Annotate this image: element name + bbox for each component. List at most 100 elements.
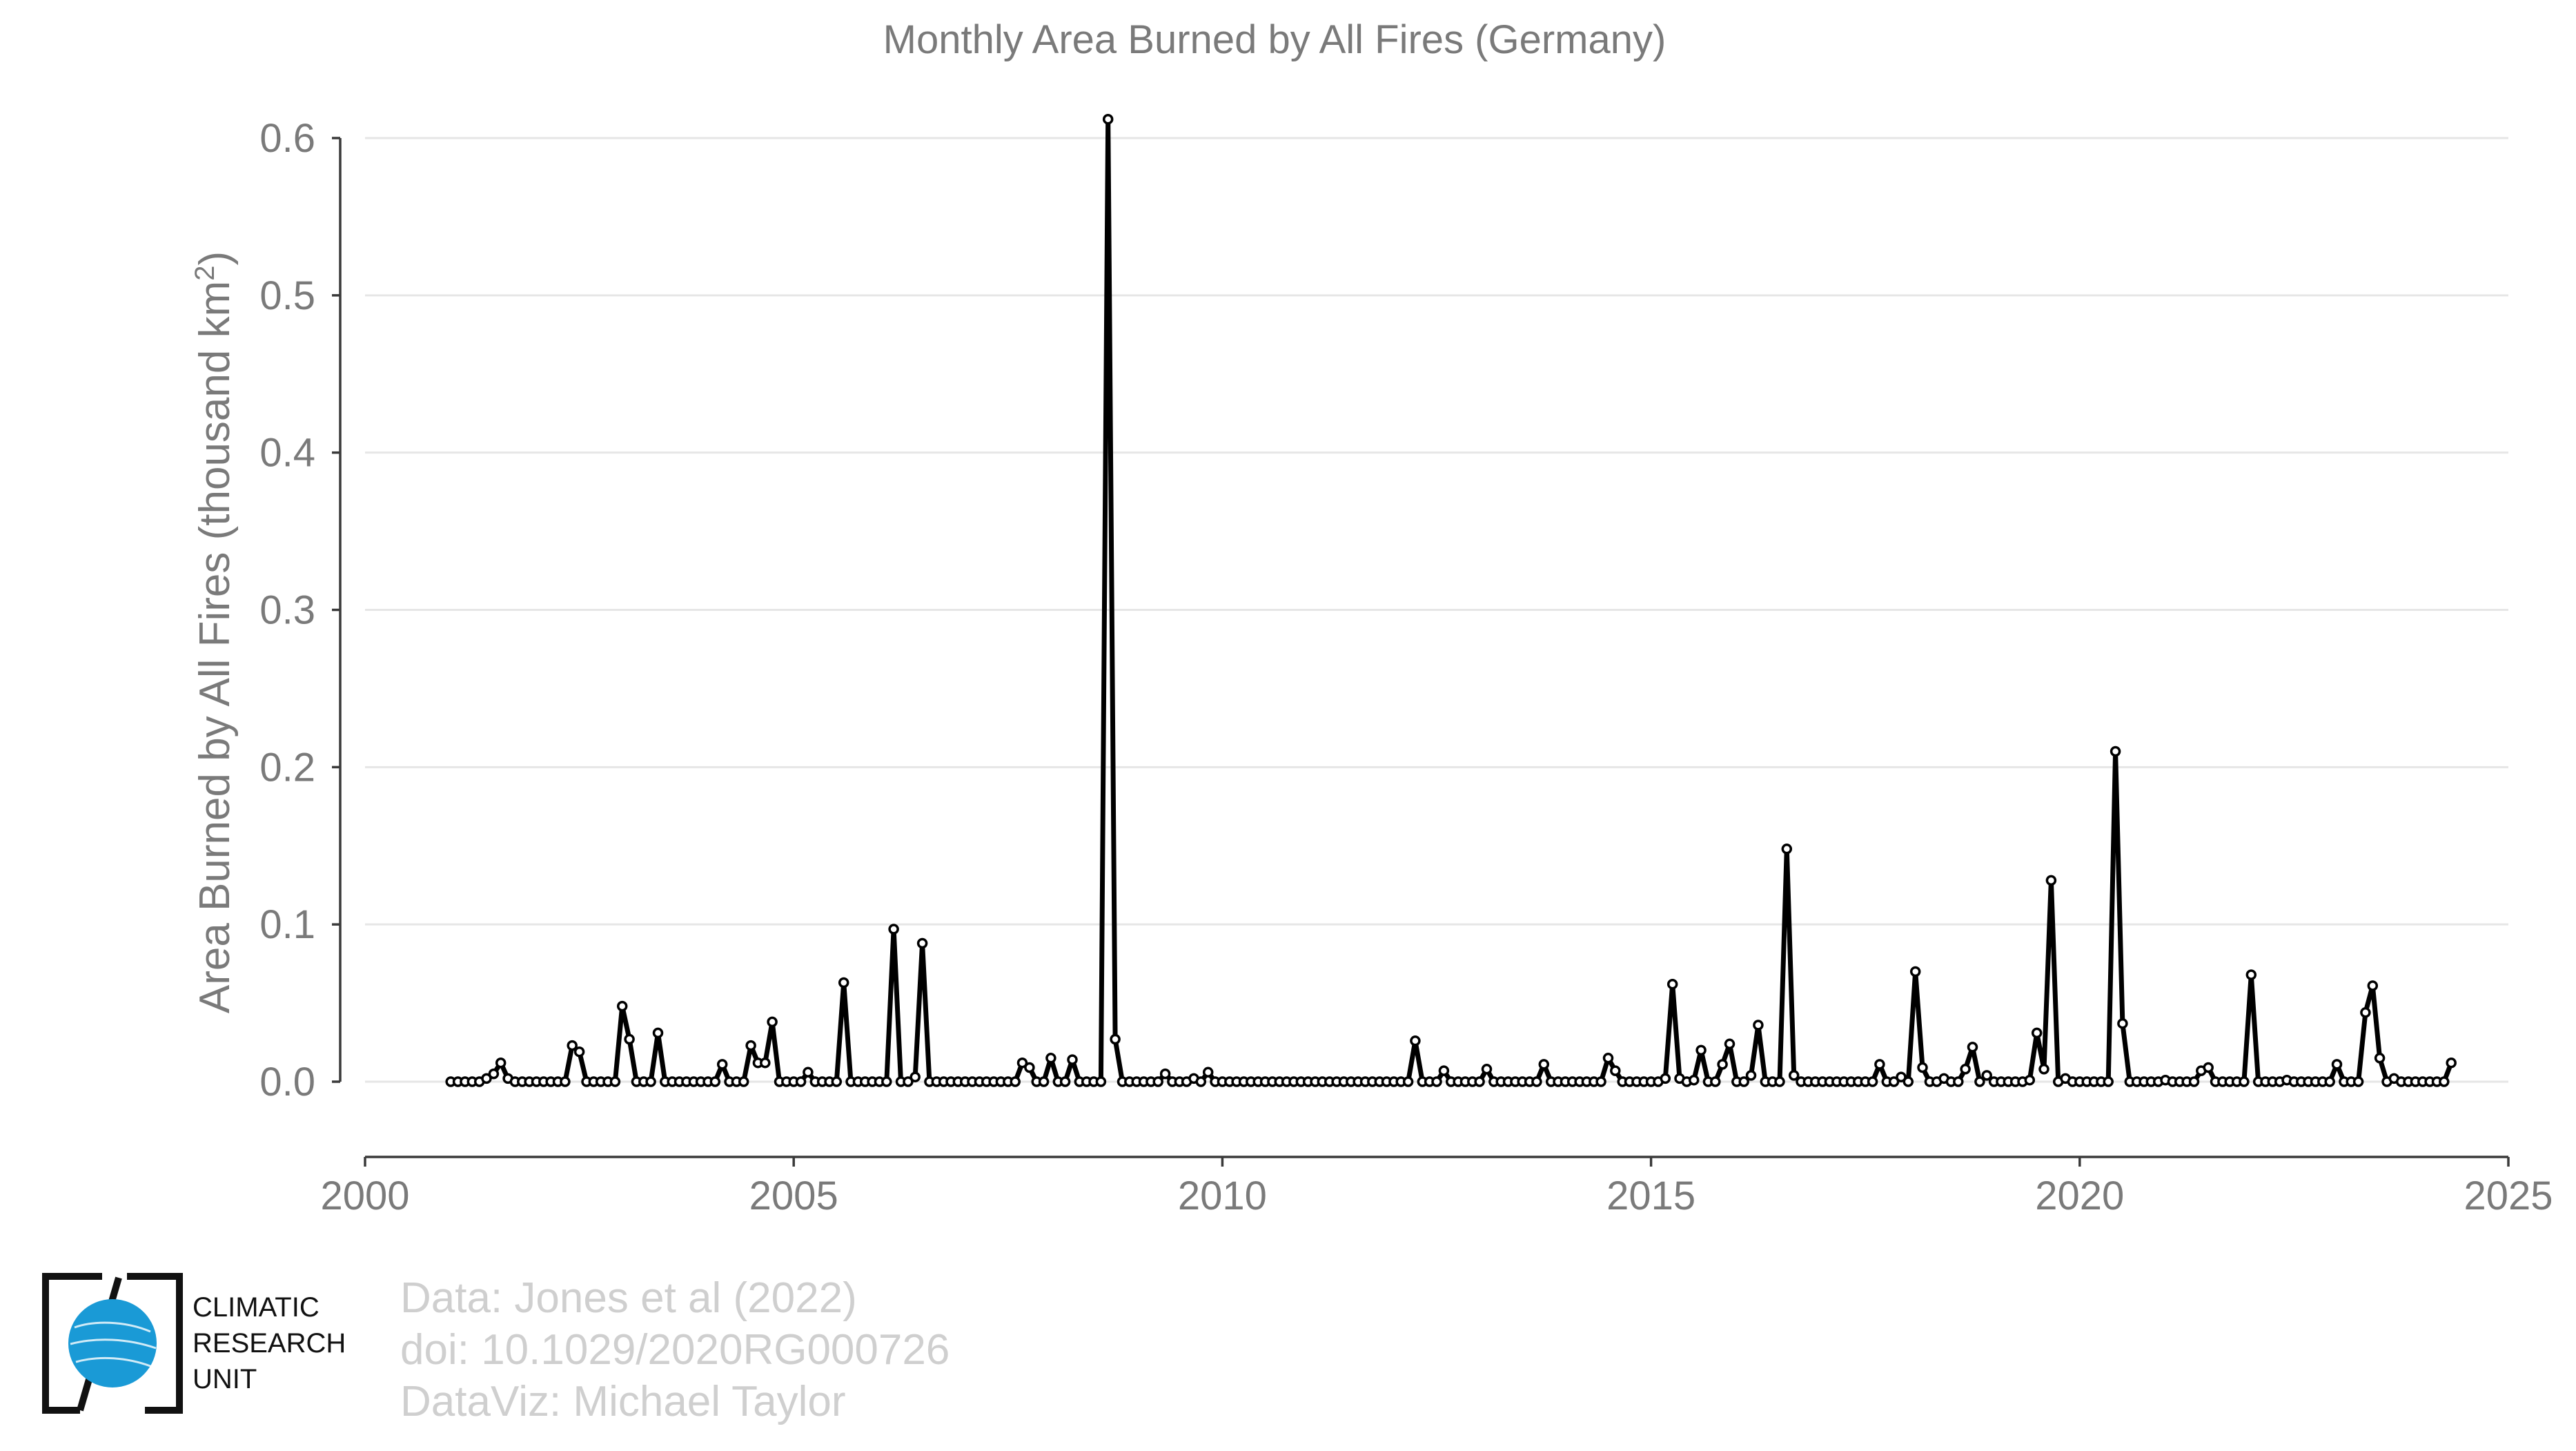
data-series (451, 117, 2454, 1084)
x-tick-label: 2025 (2464, 1174, 2553, 1218)
data-point (1038, 1076, 1050, 1087)
data-point (1195, 1076, 1207, 1087)
cru-logo (41, 1272, 184, 1414)
y-tick-label: 0.5 (259, 273, 315, 318)
data-point (1902, 1076, 1914, 1087)
data-point (2324, 1076, 2335, 1087)
data-point (1774, 1076, 1785, 1087)
data-point (645, 1076, 656, 1087)
data-point (1738, 1076, 1749, 1087)
data-point (916, 937, 928, 949)
y-axis-label-main: Area Burned by All Fires (thousand km (191, 281, 239, 1013)
logo-line-1: CLIMATIC (193, 1292, 319, 1323)
data-point (1438, 1065, 1450, 1076)
data-point (1010, 1076, 1021, 1087)
data-point (1967, 1042, 1978, 1053)
data-point (2110, 746, 2121, 757)
data-point (738, 1076, 749, 1087)
data-point (1481, 1064, 1493, 1075)
data-point (831, 1076, 843, 1087)
data-point (2446, 1057, 2457, 1069)
data-point (1909, 966, 1921, 977)
data-point (795, 1076, 807, 1087)
credit-doi: doi: 10.1029/2020RG000726 (400, 1326, 950, 1374)
y-axis-label-end: ) (191, 251, 239, 266)
y-axis: 0.0 0.1 0.2 0.3 0.4 0.5 0.6 (259, 116, 342, 1104)
data-point (567, 1040, 578, 1051)
data-point (2117, 1017, 2128, 1029)
data-point (1888, 1076, 1900, 1087)
data-point (1917, 1062, 1928, 1073)
data-point (1016, 1057, 1028, 1069)
data-point (1152, 1076, 1163, 1087)
data-point (2024, 1074, 2036, 1086)
data-point (1753, 1020, 1764, 1031)
data-point (1531, 1076, 1542, 1087)
data-point (881, 1076, 892, 1087)
chart-title: Monthly Area Burned by All Fires (German… (883, 17, 1666, 62)
data-point (1710, 1076, 1721, 1087)
data-point (1745, 1070, 1757, 1081)
data-point (2352, 1076, 2364, 1087)
data-point (760, 1057, 771, 1069)
data-point (1431, 1076, 1442, 1087)
data-point (1474, 1076, 1485, 1087)
y-axis-label: Area Burned by All Fires (thousand km2) (190, 251, 239, 1013)
data-point (2188, 1076, 2200, 1087)
data-point (1102, 113, 1114, 125)
y-axis-label-superscript: 2 (190, 266, 220, 281)
data-point (2031, 1027, 2043, 1039)
data-point (652, 1027, 664, 1039)
data-point (903, 1076, 914, 1087)
y-tick-label: 0.2 (259, 745, 315, 790)
data-point (838, 977, 849, 989)
credit-source: Data: Jones et al (2022) (400, 1274, 857, 1322)
y-tick-label: 0.0 (259, 1060, 315, 1104)
data-point (481, 1073, 492, 1084)
data-point (616, 1000, 628, 1012)
data-point (1781, 844, 1793, 855)
data-point (2239, 1076, 2250, 1087)
globe-icon (68, 1299, 157, 1387)
logo-line-3: UNIT (193, 1364, 257, 1394)
data-point (2331, 1059, 2343, 1070)
data-point (1202, 1067, 1214, 1078)
data-points (445, 113, 2457, 1087)
data-point (1602, 1053, 1614, 1064)
logo-line-2: RESEARCH (193, 1328, 346, 1359)
data-point (488, 1068, 500, 1080)
data-point (1867, 1076, 1878, 1087)
data-point (910, 1071, 921, 1082)
cru-logo-text: CLIMATIC RESEARCH UNIT (193, 1289, 346, 1397)
data-point (2245, 969, 2257, 980)
data-point (624, 1033, 635, 1045)
data-point (803, 1067, 814, 1078)
y-tick-label: 0.1 (259, 902, 315, 947)
data-point (2103, 1076, 2114, 1087)
data-point (1095, 1076, 1107, 1087)
x-tick-label: 2005 (749, 1174, 838, 1218)
data-point (1688, 1074, 1700, 1086)
data-point (1610, 1065, 1621, 1076)
data-point (1788, 1070, 1800, 1081)
credit-dataviz: DataViz: Michael Taylor (400, 1378, 846, 1425)
data-point (2374, 1053, 2386, 1064)
cru-logo-graphic (42, 1273, 183, 1414)
data-point (888, 924, 899, 935)
x-tick-label: 2000 (320, 1174, 409, 1218)
data-point (745, 1040, 756, 1051)
data-point (1953, 1076, 1964, 1087)
data-point (1024, 1062, 1035, 1073)
data-point (709, 1076, 721, 1087)
data-point (1695, 1044, 1707, 1056)
data-point (1981, 1070, 1992, 1081)
data-point (1402, 1076, 1414, 1087)
data-point (1410, 1035, 1421, 1046)
data-point (1595, 1076, 1606, 1087)
x-tick-label: 2015 (1606, 1174, 1695, 1218)
data-point (495, 1057, 507, 1069)
data-point (1874, 1059, 1885, 1070)
series-line (451, 117, 2454, 1084)
x-axis: 2000 2005 2010 2015 2020 2025 (320, 1156, 2553, 1218)
